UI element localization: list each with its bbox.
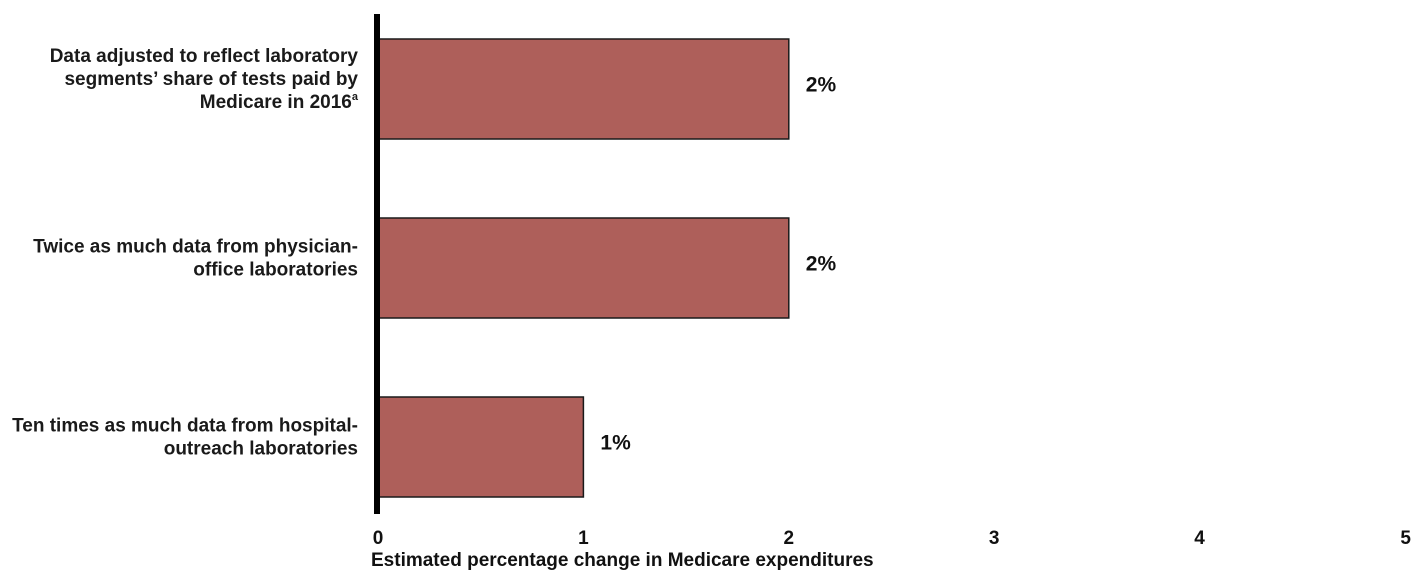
x-tick-labels-group: 0 1 2 3 4 5 [373,528,1412,549]
x-tick-label-0: 0 [373,528,384,549]
x-axis-title: Estimated percentage change in Medicare … [371,550,874,571]
bar-2 [377,217,790,319]
x-tick-label-3: 3 [989,528,1000,549]
data-label-1: 2% [806,74,837,97]
category-label-3: Ten times as much data from hospital-out… [12,416,358,460]
data-label-2: 2% [806,253,837,276]
bars-group [377,38,790,498]
x-tick-label-2: 2 [784,528,795,549]
data-label-3: 1% [600,432,631,455]
bar-1 [377,38,790,140]
category-label-1: Data adjusted to reflect laboratory segme… [50,46,359,113]
category-label-2: Twice as much data from physician-office… [33,237,358,281]
x-tick-label-4: 4 [1194,528,1205,549]
category-labels-group: Data adjusted to reflect laboratory segme… [12,46,359,460]
x-tick-label-5: 5 [1400,528,1411,549]
bar-3 [377,396,585,498]
data-labels-group: 2% 2% 1% [600,74,836,455]
x-tick-label-1: 1 [578,528,589,549]
